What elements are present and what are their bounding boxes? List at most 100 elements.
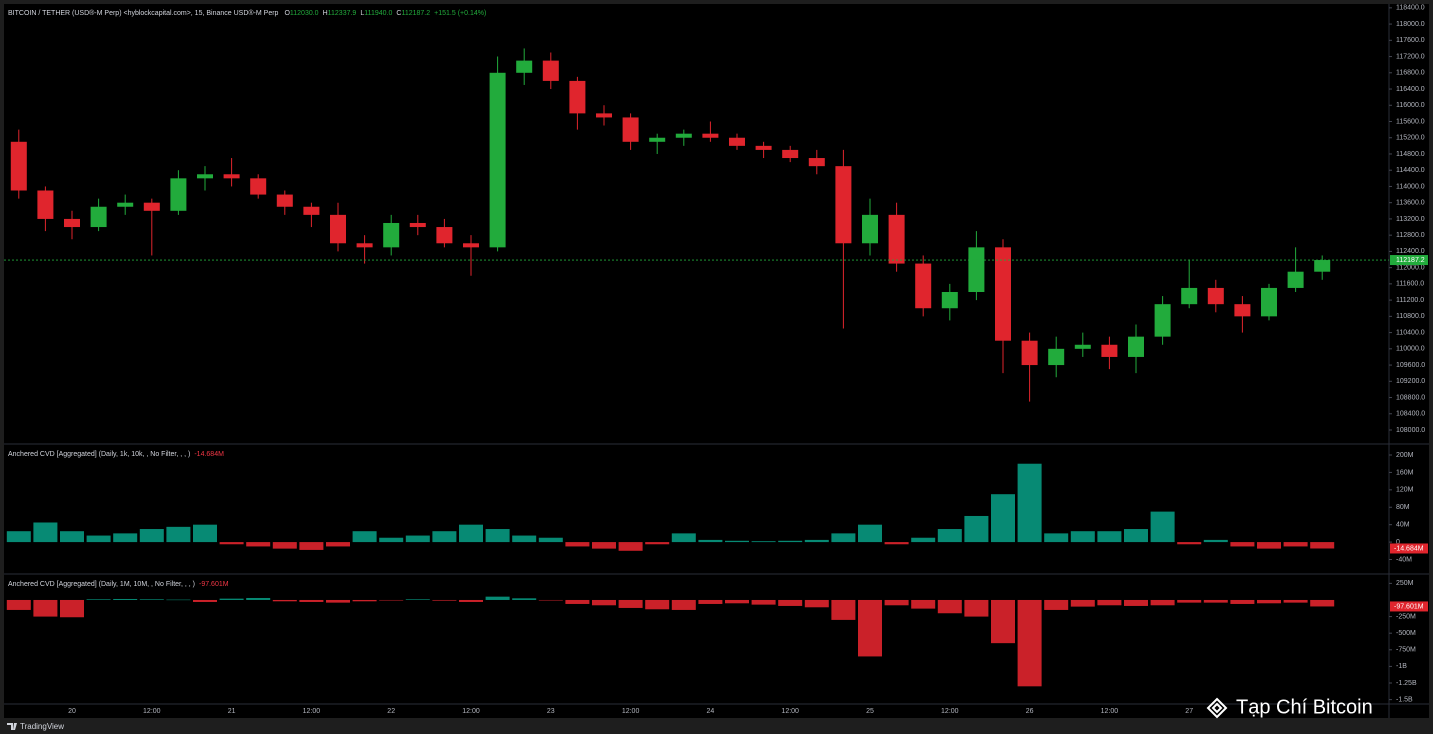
- y-tick-label: 40M: [1396, 522, 1410, 529]
- candle-body: [1048, 348, 1065, 366]
- cvd-bar: [858, 524, 882, 543]
- symbol: BITCOIN / TETHER (USD®-M Perp) <hyblockc…: [8, 9, 279, 17]
- last-price-tag-bg: [1390, 255, 1428, 266]
- last-value-tag-bg: [1390, 601, 1428, 612]
- cvd-bar: [991, 599, 1015, 644]
- time-label: 12:00: [303, 708, 321, 715]
- cvd-bar: [1097, 599, 1122, 606]
- ohlc-value: 112187.2: [401, 10, 430, 17]
- candle-body: [409, 222, 426, 228]
- candle-body: [649, 137, 666, 142]
- candle-body: [516, 60, 533, 73]
- cvd-bar: [1150, 599, 1175, 606]
- cvd-bar: [379, 599, 404, 601]
- cvd-bar: [778, 599, 803, 606]
- cvd-bar: [299, 599, 324, 602]
- cvd-bar: [1044, 599, 1069, 610]
- cvd-bar: [592, 542, 616, 549]
- cvd-bar: [379, 537, 404, 543]
- y-tick-label: 110000.0: [1396, 346, 1425, 353]
- candle-body: [808, 158, 825, 167]
- candle-body: [1234, 304, 1251, 317]
- candle-body: [835, 166, 852, 244]
- brand: TradingView: [20, 722, 64, 731]
- legend: BITCOIN / TETHER (USD®-M Perp) <hyblockc…: [8, 9, 486, 17]
- time-label: 12:00: [1101, 708, 1119, 715]
- y-tick-label: 118400.0: [1396, 5, 1425, 12]
- cvd-bar: [1257, 542, 1281, 549]
- cvd-bar: [698, 539, 723, 543]
- y-tick-label: -750M: [1396, 647, 1416, 654]
- y-tick-label: 115200.0: [1396, 135, 1425, 142]
- cvd-bar: [86, 535, 111, 543]
- cvd-bar: [1257, 599, 1281, 604]
- y-tick-label: 109200.0: [1396, 378, 1425, 385]
- y-tick-label: 0: [1396, 539, 1400, 546]
- y-tick-label: 116000.0: [1396, 102, 1425, 109]
- candle-body: [1074, 344, 1091, 349]
- pane-title-text: Anchered CVD [Aggregated] (Daily, 1M, 10…: [8, 581, 195, 588]
- watermark-logo: [1206, 697, 1228, 719]
- cvd-bar: [113, 533, 138, 543]
- candle-body: [968, 247, 985, 292]
- cvd-bar: [1203, 599, 1228, 603]
- ohlc-label: C: [396, 10, 401, 17]
- ohlc-label: L: [360, 10, 364, 17]
- y-tick-label: 108400.0: [1396, 411, 1425, 418]
- ohlc-value: 112030.0: [290, 10, 319, 17]
- candle-body: [1181, 287, 1198, 305]
- cvd-bar: [60, 531, 84, 543]
- y-tick-label: 109600.0: [1396, 362, 1425, 369]
- cvd-bar: [1203, 539, 1228, 543]
- cvd-bar: [459, 524, 483, 543]
- cvd-bar: [1283, 599, 1308, 603]
- y-tick-label: 112000.0: [1396, 264, 1425, 271]
- cvd-bar: [937, 599, 962, 614]
- y-tick-label: -500M: [1396, 630, 1416, 637]
- cvd-bar: [725, 599, 749, 604]
- y-tick-label: 118000.0: [1396, 21, 1425, 28]
- candle-body: [37, 190, 54, 219]
- ohlc-value: 111940.0: [364, 10, 392, 17]
- cvd-bar: [751, 599, 776, 605]
- cvd-bar: [1230, 542, 1255, 547]
- chart-area: [4, 4, 1429, 718]
- tradingview-logo: [7, 723, 17, 730]
- y-tick-label: 160M: [1396, 469, 1414, 476]
- time-label: 20: [68, 708, 76, 715]
- candle-body: [64, 218, 80, 228]
- time-label: 12:00: [462, 708, 480, 715]
- y-tick-label: 116400.0: [1396, 86, 1425, 93]
- cvd-bar: [858, 599, 882, 657]
- watermark: Tạp Chí Bitcoin: [1236, 696, 1373, 718]
- candle-body: [995, 247, 1011, 341]
- cvd-bar: [193, 524, 217, 543]
- y-tick-label: 110800.0: [1396, 313, 1425, 320]
- y-tick-label: 112800.0: [1396, 232, 1425, 239]
- cvd-bar: [911, 599, 936, 609]
- cvd-bar: [804, 539, 829, 543]
- cvd-bar: [166, 599, 191, 601]
- cvd-bar: [219, 598, 244, 600]
- y-tick-label: 108800.0: [1396, 394, 1425, 401]
- cvd-bar: [512, 535, 537, 543]
- time-label: 21: [228, 708, 236, 715]
- y-tick-label: 115600.0: [1396, 118, 1425, 125]
- cvd-bar: [485, 596, 510, 600]
- candle-body: [1261, 287, 1277, 317]
- y-tick-label: 114000.0: [1396, 183, 1425, 190]
- candle-body: [622, 117, 639, 142]
- cvd-bar: [1177, 599, 1202, 603]
- time-label: 25: [866, 708, 874, 715]
- candle-body: [356, 243, 373, 248]
- pane-title: Anchered CVD [Aggregated] (Daily, 1M, 10…: [8, 581, 229, 588]
- pane-title-text: Anchered CVD [Aggregated] (Daily, 1k, 10…: [8, 451, 190, 458]
- cvd-bar: [326, 542, 350, 547]
- cvd-bar: [831, 599, 856, 620]
- candle-body: [542, 60, 559, 81]
- cvd-bar: [645, 542, 670, 545]
- candle-body: [782, 149, 799, 159]
- cvd-bar: [565, 599, 590, 604]
